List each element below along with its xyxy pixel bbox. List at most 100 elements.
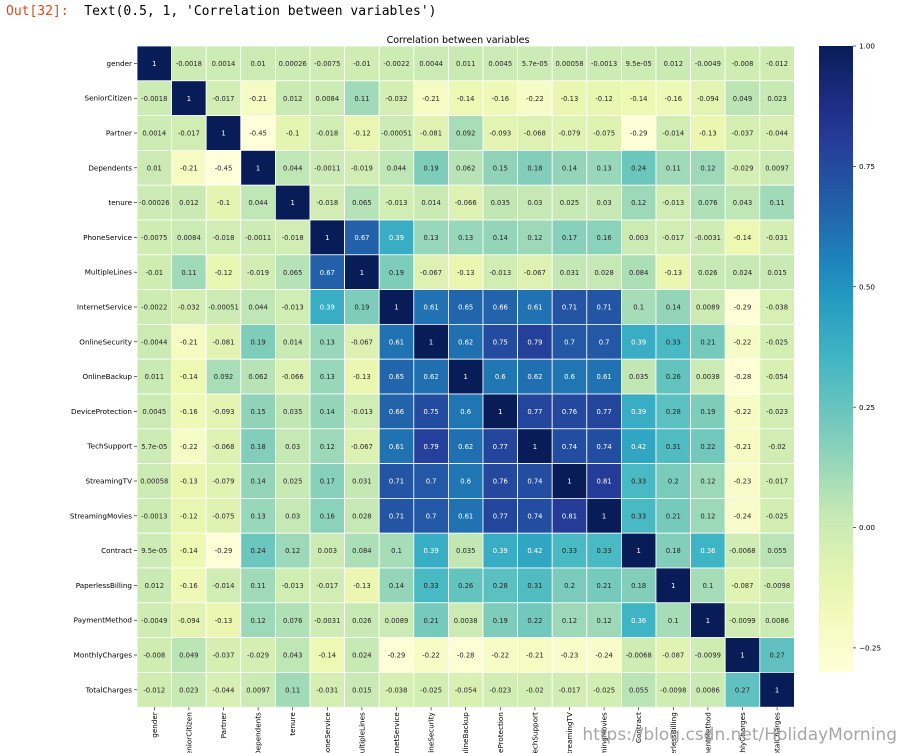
- heatmap-cell-2-14: [621, 115, 657, 151]
- cell-value-label-1-7: -0.032: [386, 95, 408, 103]
- heatmap-cell-16-8: [413, 602, 449, 638]
- cell-value-label-1-5: 0.0084: [315, 95, 339, 103]
- cell-value-label-11-10: 0.77: [493, 443, 508, 451]
- cell-value-label-6-5: 0.67: [320, 269, 335, 277]
- cell-value-label-18-1: 0.023: [179, 686, 198, 694]
- cell-value-label-13-12: 0.81: [562, 512, 577, 520]
- cell-value-label-17-12: -0.23: [561, 652, 579, 660]
- cell-value-label-3-3: 1: [256, 164, 260, 172]
- cell-value-label-7-7: 1: [394, 304, 398, 312]
- heatmap-cell-17-15: [655, 637, 691, 673]
- heatmap-cell-0-13: [586, 45, 622, 82]
- cell-value-label-18-0: -0.012: [143, 686, 165, 694]
- heatmap-cell-1-18: [759, 80, 795, 117]
- cell-value-label-2-13: -0.075: [593, 130, 615, 138]
- heatmap-cell-11-5: [309, 428, 345, 464]
- cell-value-label-1-2: -0.017: [213, 95, 235, 103]
- cell-value-label-14-2: -0.29: [215, 547, 233, 555]
- cell-value-label-15-11: 0.31: [527, 582, 542, 590]
- heatmap-cell-4-7: [378, 184, 415, 221]
- heatmap-cell-10-18: [759, 393, 795, 430]
- heatmap-cell-13-18: [759, 497, 795, 534]
- cell-value-label-1-9: -0.14: [457, 95, 475, 103]
- heatmap-cell-17-17: [724, 637, 761, 673]
- heatmap-cell-3-4: [274, 149, 311, 186]
- cell-value-label-17-15: -0.087: [662, 652, 684, 660]
- cell-value-label-16-10: 0.19: [493, 617, 508, 625]
- heatmap-cell-8-5: [309, 323, 345, 360]
- heatmap-cell-17-6: [344, 637, 380, 673]
- heatmap-cell-0-11: [517, 45, 553, 82]
- heatmap-cell-15-14: [621, 567, 657, 604]
- heatmap-cell-18-14: [621, 672, 657, 708]
- cell-value-label-6-11: -0.067: [524, 269, 546, 277]
- heatmap-cell-5-13: [586, 219, 622, 256]
- cell-value-label-6-16: 0.026: [698, 269, 717, 277]
- heatmap-cell-15-16: [690, 567, 726, 604]
- heatmap-cell-18-17: [724, 672, 761, 708]
- cell-value-label-1-1: 1: [187, 95, 191, 103]
- cell-value-label-9-5: 0.13: [320, 373, 335, 381]
- x-tick-label-1: SeniorCitizen: [184, 712, 193, 753]
- cell-value-label-17-17: 1: [740, 652, 744, 660]
- heatmap-cell-4-4: [274, 184, 311, 221]
- cell-value-label-15-5: -0.017: [316, 582, 338, 590]
- cell-value-label-14-13: 0.33: [597, 547, 612, 555]
- cell-value-label-13-4: 0.03: [285, 512, 300, 520]
- x-tick-label-4: tenure: [288, 712, 297, 736]
- cell-value-label-17-13: -0.24: [595, 652, 613, 660]
- cell-value-label-13-11: 0.74: [527, 512, 542, 520]
- heatmap-cell-8-17: [724, 323, 761, 360]
- cell-value-label-3-8: 0.19: [424, 164, 439, 172]
- cell-value-label-13-7: 0.71: [389, 512, 404, 520]
- cell-value-label-15-12: 0.2: [564, 582, 575, 590]
- heatmap-cell-10-7: [378, 393, 415, 430]
- heatmap-cell-12-16: [690, 463, 726, 499]
- cell-value-label-6-9: -0.13: [457, 269, 475, 277]
- heatmap-cell-0-17: [724, 45, 761, 82]
- heatmap-cell-9-4: [274, 358, 311, 395]
- cell-value-label-5-2: -0.018: [213, 234, 235, 242]
- cell-value-label-5-14: 0.003: [629, 234, 648, 242]
- cell-value-label-8-18: -0.025: [766, 338, 788, 346]
- cell-value-label-4-6: 0.065: [352, 199, 371, 207]
- cell-value-label-13-13: 1: [602, 512, 606, 520]
- heatmap-cell-8-16: [690, 323, 726, 360]
- heatmap-cell-9-8: [413, 358, 449, 395]
- cell-value-label-18-7: -0.038: [386, 686, 408, 694]
- cell-value-label-6-14: 0.084: [629, 269, 648, 277]
- cell-value-label-17-16: -0.0099: [695, 652, 721, 660]
- cell-value-label-7-11: 0.61: [527, 304, 542, 312]
- cell-value-label-5-7: 0.39: [389, 234, 404, 242]
- cell-value-label-5-5: 1: [325, 234, 329, 242]
- heatmap-cell-0-4: [274, 45, 311, 82]
- x-tick-label-18: TotalCharges: [773, 712, 782, 753]
- cell-value-label-6-10: -0.013: [489, 269, 511, 277]
- heatmap-cell-18-18: [759, 672, 795, 708]
- heatmap-cell-10-13: [586, 393, 622, 430]
- cell-value-label-0-12: 0.00058: [555, 60, 583, 68]
- heatmap-cell-17-13: [586, 637, 622, 673]
- heatmap-cell-13-11: [517, 497, 553, 534]
- cell-value-label-10-5: 0.14: [320, 408, 335, 416]
- cell-value-label-16-9: 0.0038: [454, 617, 478, 625]
- cell-value-label-17-7: -0.29: [388, 652, 406, 660]
- heatmap-cell-9-0: [136, 358, 172, 395]
- cell-value-label-3-17: -0.029: [732, 164, 754, 172]
- cell-value-label-10-17: -0.22: [734, 408, 752, 416]
- cell-value-label-10-8: 0.75: [424, 408, 439, 416]
- heatmap-cell-13-8: [413, 497, 449, 534]
- cell-value-label-11-16: 0.22: [700, 443, 715, 451]
- heatmap-cell-0-1: [171, 45, 207, 82]
- heatmap-cell-1-10: [482, 80, 518, 117]
- cell-value-label-12-3: 0.14: [251, 478, 266, 486]
- cell-value-label-0-2: 0.0014: [212, 60, 236, 68]
- heatmap-cell-0-12: [551, 45, 588, 82]
- cell-value-label-1-4: 0.012: [283, 95, 302, 103]
- y-tick-label-17: MonthlyCharges: [74, 651, 133, 660]
- cell-value-label-0-5: -0.0075: [314, 60, 340, 68]
- heatmap-cell-16-10: [482, 602, 518, 638]
- cell-value-label-15-4: -0.013: [282, 582, 304, 590]
- heatmap-cell-11-8: [413, 428, 449, 464]
- colorbar-tick-label-4: 0.00: [859, 523, 875, 532]
